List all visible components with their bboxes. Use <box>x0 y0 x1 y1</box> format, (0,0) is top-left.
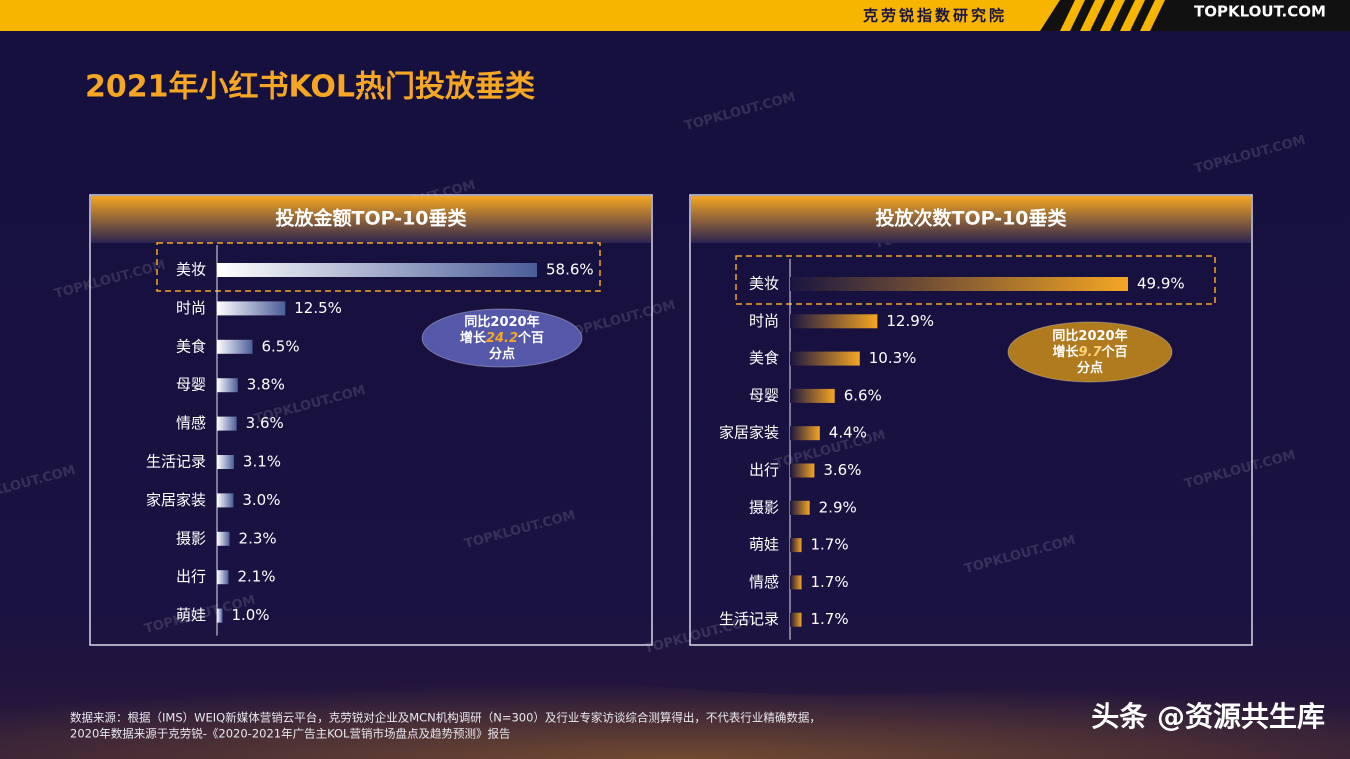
bar <box>790 575 802 590</box>
callout-part: 分点 <box>1077 360 1103 376</box>
category-label: 摄影 <box>176 529 206 547</box>
callout-text: 增长9.7个百 <box>1052 344 1127 360</box>
panel-header <box>91 196 651 243</box>
value-label: 1.0% <box>231 606 269 624</box>
callout <box>1007 321 1173 383</box>
callout-part: 同比2020年 <box>1052 328 1127 344</box>
panel <box>89 194 653 646</box>
value-label: 6.6% <box>844 386 882 404</box>
bar <box>217 531 230 546</box>
category-label: 美食 <box>176 337 206 355</box>
callout-part: 个百 <box>517 330 544 346</box>
bar <box>217 416 237 431</box>
callout-text: 分点 <box>489 346 515 362</box>
bar <box>217 493 234 508</box>
category-label: 时尚 <box>176 299 206 317</box>
bar <box>790 612 802 627</box>
bar <box>790 463 815 478</box>
bar <box>217 378 238 393</box>
callout-part: 分点 <box>489 346 515 362</box>
category-label: 生活记录 <box>146 453 206 471</box>
callout-part: 增长 <box>1052 344 1079 360</box>
bar <box>790 538 802 553</box>
slide-title: 2021年小红书KOL热门投放垂类 <box>85 70 535 105</box>
value-label: 3.0% <box>242 491 280 509</box>
category-label: 萌娃 <box>176 606 206 624</box>
chart-title: 投放次数TOP-10垂类 <box>875 207 1066 230</box>
wave-decoration <box>0 650 1350 759</box>
callout-text: 增长24.2个百 <box>460 330 544 346</box>
footnote: 数据来源：根据（IMS）WEIQ新媒体营销云平台，克劳锐对企业及MCN机构调研（… <box>70 711 821 725</box>
value-label: 2.3% <box>239 529 277 547</box>
category-label: 情感 <box>749 573 779 591</box>
category-label: 时尚 <box>749 312 779 330</box>
credit: 头条 @资源共生库 <box>1091 700 1325 733</box>
top-band <box>0 0 1180 31</box>
callout-part: 增长 <box>460 330 487 346</box>
category-label: 生活记录 <box>719 610 779 628</box>
value-label: 10.3% <box>869 349 917 367</box>
category-label: 美食 <box>749 349 779 367</box>
bar <box>790 426 820 441</box>
category-label: 家居家装 <box>719 424 779 442</box>
callout-part: 个百 <box>1101 344 1128 360</box>
value-label: 4.4% <box>829 424 867 442</box>
category-label: 母婴 <box>749 386 779 404</box>
bar <box>217 339 253 354</box>
value-label: 3.6% <box>823 461 861 479</box>
bar <box>790 277 1128 291</box>
category-label: 美妆 <box>176 261 206 279</box>
category-label: 家居家装 <box>146 491 206 509</box>
category-label: 摄影 <box>749 498 779 516</box>
bar <box>790 388 835 403</box>
highlight-box <box>735 255 1216 305</box>
callout-text: 同比2020年 <box>1052 328 1127 344</box>
value-label: 49.9% <box>1137 275 1185 293</box>
panel <box>689 194 1253 646</box>
callout-text: 分点 <box>1077 360 1103 376</box>
value-label: 1.7% <box>811 573 849 591</box>
stripes <box>1060 0 1165 31</box>
callout-part: 同比2020年 <box>464 314 539 330</box>
highlight-box <box>156 242 601 292</box>
callout-part: 9.7 <box>1078 345 1102 360</box>
bar <box>790 500 810 515</box>
category-label: 出行 <box>176 568 206 586</box>
value-label: 6.5% <box>261 337 299 355</box>
value-label: 2.9% <box>819 498 857 516</box>
chart-title: 投放金额TOP-10垂类 <box>275 207 466 230</box>
value-label: 1.7% <box>811 610 849 628</box>
value-label: 1.7% <box>811 536 849 554</box>
bar <box>790 314 878 329</box>
footnote: 2020年数据来源于克劳锐-《2020-2021年广告主KOL营销市场盘点及趋势… <box>70 727 510 741</box>
logo: TOPKLOUT.COM <box>1194 3 1326 21</box>
bar <box>790 351 860 366</box>
value-label: 3.6% <box>246 414 284 432</box>
category-label: 出行 <box>749 461 779 479</box>
bar <box>217 570 229 585</box>
category-label: 母婴 <box>176 376 206 394</box>
value-label: 3.8% <box>247 376 285 394</box>
bar <box>217 455 234 469</box>
callout-text: 同比2020年 <box>464 314 539 330</box>
value-label: 12.5% <box>294 299 342 317</box>
callout-part: 24.2 <box>486 331 518 346</box>
bar <box>217 263 537 277</box>
category-label: 情感 <box>176 414 206 432</box>
bar <box>217 608 223 623</box>
value-label: 12.9% <box>886 312 934 330</box>
bar <box>217 301 286 316</box>
org-name: 克劳锐指数研究院 <box>863 7 1007 25</box>
value-label: 3.1% <box>243 453 281 471</box>
category-label: 萌娃 <box>749 536 779 554</box>
category-label: 美妆 <box>749 275 779 293</box>
value-label: 58.6% <box>546 261 594 279</box>
panel-header <box>691 196 1251 243</box>
value-label: 2.1% <box>237 568 275 586</box>
callout <box>421 308 583 368</box>
